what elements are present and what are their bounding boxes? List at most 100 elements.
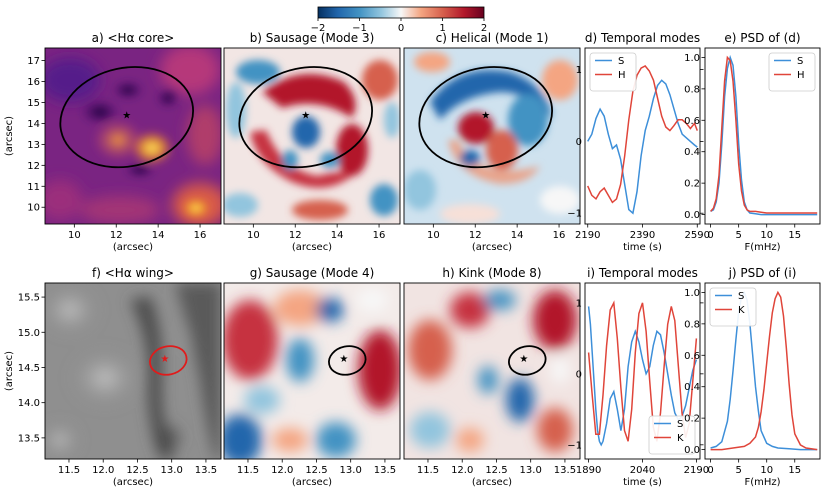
series-line-k — [587, 300, 698, 442]
y-tick-label: 0.8 — [684, 84, 700, 95]
x-axis-label: F(mHz) — [744, 477, 780, 488]
y-tick-label: 0 — [576, 137, 582, 148]
star-marker: ★ — [160, 354, 169, 365]
x-axis-label: (arcsec) — [292, 242, 332, 253]
panel-j: j) PSD of (i) 0 5 10 15 F(mHz) 0.0 0.2 0.4 0.6 0.8… — [684, 266, 821, 488]
legend: SK — [648, 415, 696, 455]
series-line-h — [710, 55, 818, 214]
legend-label: S — [677, 419, 683, 430]
region-ellipse — [149, 345, 188, 376]
x-tick-label: 13.5 — [195, 465, 217, 476]
panel-title: b) Sausage (Mode 3) — [250, 31, 375, 45]
x-tick-label: 13.0 — [161, 465, 183, 476]
x-tick-label: 2590 — [685, 230, 710, 241]
colorbar: −2 −1 0 1 2 — [311, 6, 487, 34]
y-tick-label: 10 — [27, 203, 40, 214]
y-tick-label: 1.0 — [684, 288, 700, 299]
y-tick-label: 0.2 — [684, 179, 700, 190]
legend-label: H — [797, 70, 805, 81]
legend-box — [589, 52, 637, 92]
legend-label: S — [618, 56, 624, 67]
series-line-s — [587, 306, 698, 447]
plot-frame — [704, 282, 821, 460]
y-tick-label: 16 — [27, 77, 40, 88]
panel-e: e) PSD of (d) 0 5 10 15 F(mHz) 0.0 0.2 0.4 0.6 0.8… — [684, 31, 821, 253]
region-ellipse — [59, 66, 194, 169]
x-tick-label: 16 — [194, 230, 207, 241]
panel-f: ★ f) <Hα wing> 11.5 12.0 12.5 13.0 13.5 (arcsec… — [4, 266, 222, 488]
panel-b: ★ b) Sausage (Mode 3) 10 12 14 16 (arcsec) — [223, 31, 401, 253]
legend-label: H — [618, 70, 626, 81]
region-ellipse — [508, 345, 547, 376]
panel-g: ★ g) Sausage (Mode 4) 11.5 12.0 12.5 13.0 13.5… — [223, 266, 401, 488]
y-axis-label: (arcsec) — [4, 351, 15, 391]
x-tick-label: 14 — [152, 230, 165, 241]
x-tick-label: 10 — [760, 230, 773, 241]
star-marker: ★ — [339, 354, 348, 365]
legend: SH — [589, 52, 637, 92]
panel-title: i) Temporal modes — [587, 266, 698, 280]
x-tick-label: 10 — [68, 230, 81, 241]
plot-frame — [403, 282, 581, 460]
x-tick-label: 12.5 — [305, 465, 327, 476]
x-tick-label: 5 — [735, 465, 741, 476]
star-marker: ★ — [301, 111, 310, 122]
x-tick-label: 12 — [110, 230, 123, 241]
panel-h: ★ h) Kink (Mode 8) 11.5 12.0 12.5 13.0 13.5 (ar… — [403, 266, 581, 488]
x-tick-label: 2040 — [630, 465, 655, 476]
y-tick-label: 15 — [27, 98, 40, 109]
x-tick-label: 13.5 — [554, 465, 576, 476]
panel-f-image — [45, 283, 221, 459]
x-axis-label: (arcsec) — [472, 242, 512, 253]
x-tick-label: 16 — [553, 230, 566, 241]
legend: SK — [709, 287, 757, 327]
panel-title: c) Helical (Mode 1) — [436, 31, 549, 45]
legend: SH — [768, 52, 816, 92]
x-axis-label: F(mHz) — [744, 242, 780, 253]
y-tick-label: 0.6 — [684, 116, 700, 127]
x-tick-label: 0 — [707, 230, 713, 241]
y-tick-label: 14.5 — [18, 363, 40, 374]
x-tick-label: 12.0 — [92, 465, 114, 476]
legend-box — [768, 52, 816, 92]
y-tick-label: 11 — [27, 182, 40, 193]
legend-label: S — [738, 291, 744, 302]
x-tick-label: 10 — [247, 230, 260, 241]
panel-b-image — [224, 48, 400, 224]
colorbar-tick-label: −1 — [352, 23, 367, 34]
y-tick-label: −1 — [567, 209, 582, 220]
x-tick-label: 16 — [373, 230, 386, 241]
y-tick-label: 0.8 — [684, 319, 700, 330]
panel-h-image — [404, 283, 580, 459]
x-tick-label: 11.5 — [417, 465, 439, 476]
x-tick-label: 15 — [788, 230, 801, 241]
y-tick-label: −1 — [567, 440, 582, 451]
panel-d: d) Temporal modes 2190 2390 2590 time (s) −1 0… — [567, 31, 710, 253]
panel-c-image — [404, 48, 580, 224]
y-tick-label: 0.4 — [684, 382, 700, 393]
x-tick-label: 5 — [735, 230, 741, 241]
legend-box — [648, 415, 696, 455]
y-tick-label: 12 — [27, 161, 40, 172]
x-tick-label: 2190 — [575, 230, 600, 241]
region-ellipse — [238, 66, 373, 169]
x-tick-label: 12.0 — [271, 465, 293, 476]
y-tick-label: 0.2 — [684, 414, 700, 425]
panel-title: j) PSD of (i) — [728, 266, 797, 280]
y-tick-label: 14 — [27, 119, 40, 130]
x-axis-label: (arcsec) — [472, 477, 512, 488]
x-tick-label: 12.0 — [451, 465, 473, 476]
x-tick-label: 13.5 — [374, 465, 396, 476]
panel-title: g) Sausage (Mode 4) — [250, 266, 375, 280]
y-tick-label: 13 — [27, 140, 40, 151]
panel-a: ★ a) <Hα core> 10 12 14 16 (arcsec) 10 11 12 13 14 1… — [4, 31, 222, 253]
plot-frame — [403, 47, 581, 225]
x-tick-label: 12 — [289, 230, 302, 241]
x-tick-label: 11.5 — [237, 465, 259, 476]
y-tick-label: 0.4 — [684, 147, 700, 158]
legend-label: K — [677, 433, 684, 444]
x-axis-label: time (s) — [623, 242, 662, 253]
y-tick-label: 17 — [27, 56, 40, 67]
plot-frame — [223, 282, 401, 460]
